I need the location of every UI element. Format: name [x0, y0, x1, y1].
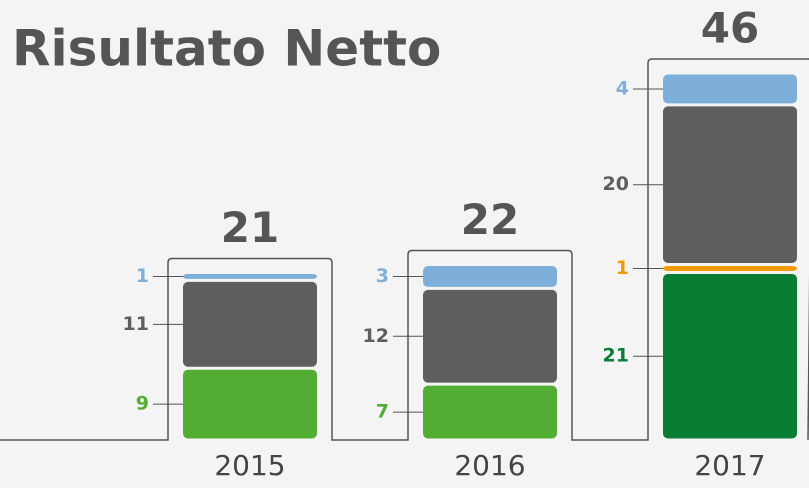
segment-label: 12 [363, 325, 389, 347]
segment-label: 4 [616, 77, 629, 99]
bar-segment [423, 385, 557, 439]
bar-segment [663, 106, 797, 263]
bar-segment [183, 369, 317, 439]
x-tick-label: 2016 [454, 449, 525, 482]
bar-segment [183, 281, 317, 367]
bar-segment [183, 273, 317, 279]
total-label: 22 [461, 195, 519, 244]
segment-label: 11 [123, 313, 149, 335]
bar-segment [663, 265, 797, 271]
bar-segment [663, 74, 797, 104]
x-tick-label: 2015 [214, 449, 285, 482]
segment-label: 21 [603, 345, 629, 367]
bar-segment [423, 265, 557, 287]
segment-label: 9 [136, 393, 149, 415]
x-tick-label: 2017 [694, 449, 765, 482]
total-label: 46 [701, 4, 759, 53]
segment-label: 7 [376, 401, 389, 423]
outline [0, 58, 809, 441]
segment-label: 1 [616, 257, 629, 279]
total-label: 21 [221, 203, 279, 252]
segment-label: 1 [136, 265, 149, 287]
segment-label: 3 [376, 265, 389, 287]
chart-title: Risultato Netto [12, 20, 441, 78]
bar-segment [663, 273, 797, 439]
bar-segment [423, 289, 557, 383]
segment-label: 20 [603, 173, 629, 195]
